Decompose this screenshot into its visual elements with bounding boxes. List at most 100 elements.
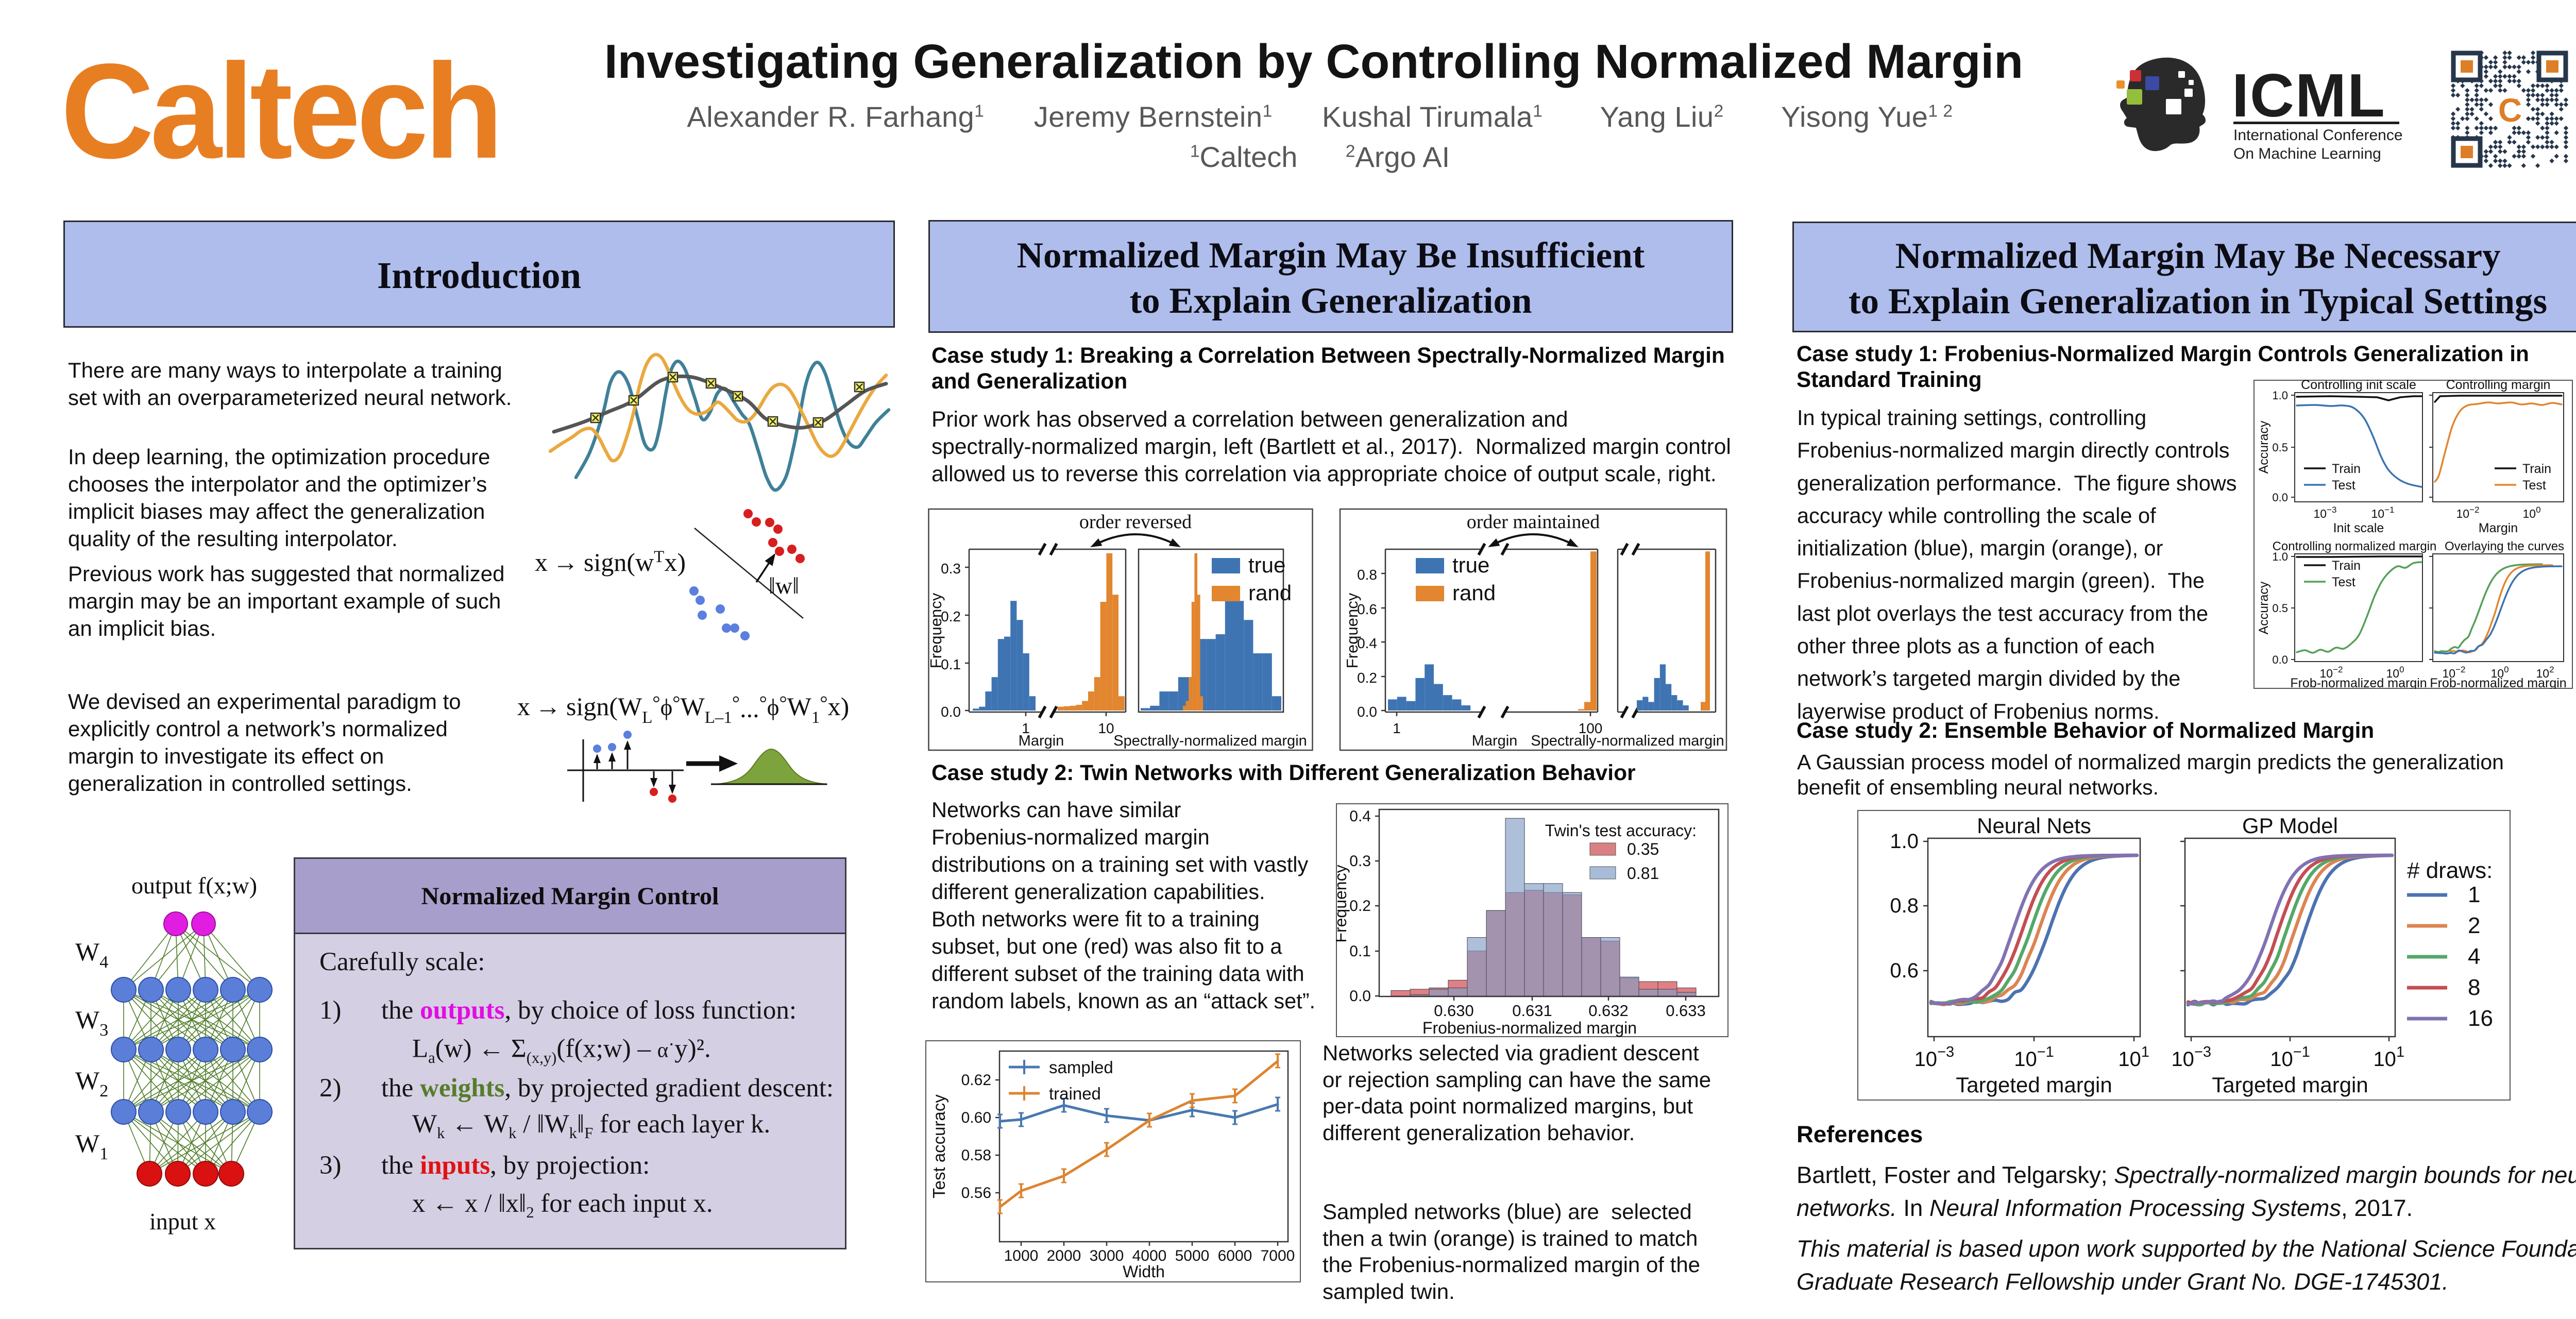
- svg-text:8: 8: [2468, 975, 2480, 1000]
- svg-text:0.2: 0.2: [1357, 670, 1377, 686]
- svg-text:10: 10: [1098, 720, 1114, 736]
- svg-text:GP Model: GP Model: [2242, 814, 2338, 838]
- svg-text:Margin: Margin: [2479, 521, 2518, 535]
- svg-text:0.2: 0.2: [941, 608, 961, 624]
- svg-text:10−3: 10−3: [2171, 1044, 2211, 1071]
- svg-text:output f(x;w): output f(x;w): [131, 872, 257, 899]
- svg-text:2000: 2000: [1047, 1247, 1081, 1264]
- svg-text:Test: Test: [2332, 478, 2355, 493]
- svg-text:Train: Train: [2332, 462, 2361, 476]
- svg-text:10−1: 10−1: [2014, 1044, 2054, 1071]
- svg-text:Controlling normalized margin: Controlling normalized margin: [2273, 539, 2437, 553]
- svg-text:x → sign(wTx): x → sign(wTx): [535, 548, 686, 577]
- svg-text:0.0: 0.0: [2272, 491, 2288, 504]
- svg-text:W1: W1: [75, 1129, 108, 1163]
- svg-text:W3: W3: [75, 1005, 108, 1040]
- svg-text:101: 101: [2118, 1044, 2149, 1071]
- svg-text:10−1: 10−1: [2371, 505, 2395, 520]
- svg-text:0.0: 0.0: [1357, 704, 1377, 720]
- svg-text:Margin: Margin: [1472, 733, 1518, 749]
- svg-text:Frequency: Frequency: [1343, 593, 1361, 668]
- svg-text:Width: Width: [1123, 1262, 1165, 1281]
- svg-text:16: 16: [2468, 1006, 2493, 1031]
- svg-text:x → sign(WL°ϕ°WL–1°...°ϕ°W1°x): x → sign(WL°ϕ°WL–1°...°ϕ°W1°x): [517, 692, 849, 727]
- svg-text:Test accuracy: Test accuracy: [929, 1094, 948, 1198]
- svg-text:order reversed: order reversed: [1079, 511, 1192, 533]
- svg-text:rand: rand: [1452, 581, 1496, 605]
- svg-text:10−3: 10−3: [2314, 505, 2337, 520]
- svg-text:Frob-normalized margin: Frob-normalized margin: [2430, 676, 2566, 689]
- svg-text:0.630: 0.630: [1434, 1002, 1474, 1020]
- svg-text:Overlaying the curves: Overlaying the curves: [2445, 539, 2564, 553]
- svg-text:1: 1: [2468, 882, 2480, 907]
- svg-text:1000: 1000: [1004, 1247, 1039, 1264]
- svg-text:Frequency: Frequency: [1336, 865, 1350, 942]
- svg-text:0.6: 0.6: [1890, 959, 1919, 982]
- svg-text:rand: rand: [1248, 581, 1292, 605]
- svg-text:Twin's test accuracy:: Twin's test accuracy:: [1545, 821, 1697, 840]
- svg-text:10−1: 10−1: [2270, 1044, 2310, 1071]
- svg-text:0.5: 0.5: [2272, 441, 2288, 454]
- svg-text:Frob-normalized margin: Frob-normalized margin: [2290, 676, 2427, 689]
- svg-text:0.4: 0.4: [1349, 808, 1371, 825]
- svg-text:ICML: ICML: [2232, 61, 2386, 130]
- svg-text:Neural Nets: Neural Nets: [1977, 814, 2091, 838]
- svg-text:0.35: 0.35: [1627, 840, 1659, 858]
- svg-text:0.632: 0.632: [1588, 1002, 1629, 1020]
- svg-text:10−2: 10−2: [2456, 505, 2480, 520]
- svg-text:0.4: 0.4: [1357, 635, 1377, 651]
- svg-text:Train: Train: [2332, 559, 2361, 573]
- svg-text:0.633: 0.633: [1666, 1002, 1706, 1020]
- svg-text:0.1: 0.1: [1349, 943, 1371, 960]
- svg-text:0.0: 0.0: [2272, 653, 2288, 666]
- svg-text:0.631: 0.631: [1512, 1002, 1552, 1020]
- svg-text:0.8: 0.8: [1890, 894, 1919, 917]
- svg-text:C: C: [2498, 92, 2522, 129]
- svg-text:Test: Test: [2522, 478, 2546, 493]
- svg-text:Train: Train: [2522, 462, 2551, 476]
- svg-text:Accuracy: Accuracy: [2257, 581, 2271, 634]
- svg-text:sampled: sampled: [1049, 1058, 1113, 1077]
- svg-text:0.60: 0.60: [961, 1109, 991, 1126]
- svg-text:order maintained: order maintained: [1467, 511, 1600, 533]
- svg-text:Spectrally-normalized margin: Spectrally-normalized margin: [1531, 733, 1724, 749]
- svg-text:input x: input x: [149, 1208, 216, 1235]
- svg-text:Init scale: Init scale: [2333, 521, 2384, 535]
- svg-text:100: 100: [2490, 665, 2509, 680]
- svg-text:0.81: 0.81: [1627, 864, 1659, 883]
- svg-text:0.3: 0.3: [941, 561, 961, 577]
- svg-text:# draws:: # draws:: [2407, 858, 2493, 883]
- svg-text:0.3: 0.3: [1349, 853, 1371, 870]
- svg-text:0.62: 0.62: [961, 1072, 991, 1089]
- svg-text:0.8: 0.8: [1357, 567, 1377, 583]
- svg-text:Accuracy: Accuracy: [2257, 420, 2271, 474]
- svg-text:4: 4: [2468, 944, 2480, 969]
- svg-text:0.0: 0.0: [1349, 988, 1371, 1005]
- svg-text:3000: 3000: [1090, 1247, 1124, 1264]
- svg-text:0.2: 0.2: [1349, 898, 1371, 915]
- svg-text:W2: W2: [75, 1066, 108, 1101]
- svg-text:Controlling init scale: Controlling init scale: [2301, 380, 2416, 392]
- svg-text:Margin: Margin: [1019, 733, 1064, 749]
- svg-text:0.6: 0.6: [1357, 601, 1377, 617]
- svg-text:International Conference: International Conference: [2233, 127, 2403, 144]
- svg-text:On Machine Learning: On Machine Learning: [2233, 145, 2381, 162]
- svg-text:2: 2: [2468, 913, 2480, 938]
- svg-text:Targeted margin: Targeted margin: [1956, 1073, 2112, 1097]
- svg-text:0.0: 0.0: [941, 704, 961, 720]
- svg-text:6000: 6000: [1218, 1247, 1252, 1264]
- svg-text:Targeted margin: Targeted margin: [2212, 1073, 2368, 1097]
- svg-text:Test: Test: [2332, 575, 2355, 589]
- svg-text:‖w‖: ‖w‖: [769, 572, 799, 599]
- svg-text:true: true: [1452, 553, 1489, 577]
- svg-text:Spectrally-normalized margin: Spectrally-normalized margin: [1113, 733, 1307, 749]
- svg-text:Frequency: Frequency: [928, 593, 945, 668]
- svg-text:4000: 4000: [1132, 1247, 1167, 1264]
- svg-text:1.0: 1.0: [2272, 550, 2288, 563]
- svg-text:7000: 7000: [1261, 1247, 1295, 1264]
- svg-text:5000: 5000: [1175, 1247, 1210, 1264]
- svg-text:true: true: [1248, 553, 1285, 577]
- svg-text:Controlling margin: Controlling margin: [2446, 380, 2551, 392]
- svg-text:100: 100: [1579, 720, 1603, 736]
- svg-text:1.0: 1.0: [1890, 830, 1919, 853]
